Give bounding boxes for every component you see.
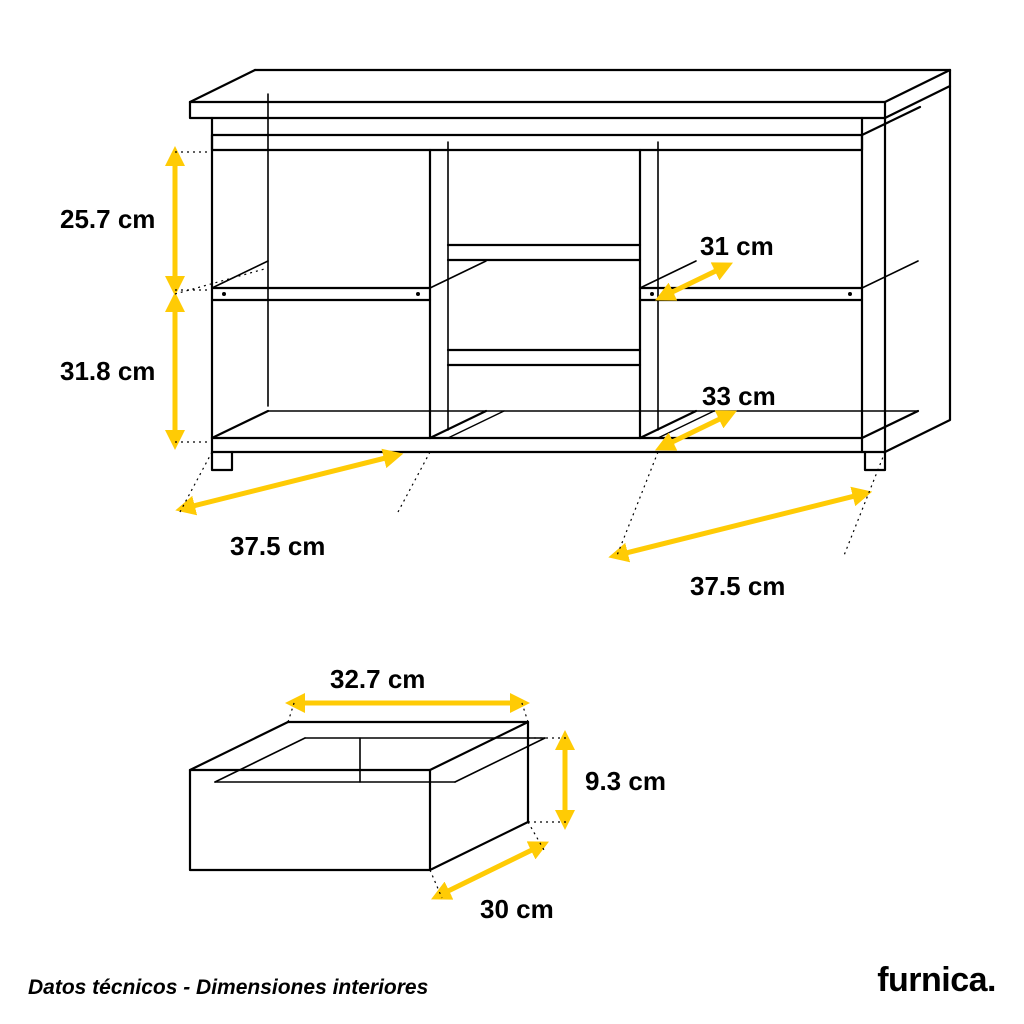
cabinet-drawing — [190, 70, 950, 470]
dim-drawer-w: 32.7 cm — [330, 664, 425, 694]
dim-h1: 25.7 cm — [60, 204, 155, 234]
dim-wleft: 37.5 cm — [230, 531, 325, 561]
drawer-drawing — [190, 722, 545, 870]
drawer-dimensions: 32.7 cm 9.3 cm 30 cm — [288, 664, 666, 924]
footer: Datos técnicos - Dimensiones interiores … — [28, 961, 996, 1000]
dim-h2: 31.8 cm — [60, 356, 155, 386]
caption-text: Datos técnicos - Dimensiones interiores — [28, 976, 428, 1000]
brand-logo: furnica. — [877, 961, 996, 1000]
dim-drawer-d: 30 cm — [480, 894, 554, 924]
dim-dbase: 33 cm — [702, 381, 776, 411]
cabinet-dimensions: 25.7 cm 31.8 cm 37.5 cm 37.5 cm 31 cm 33… — [60, 152, 885, 601]
diagram-canvas: 25.7 cm 31.8 cm 37.5 cm 37.5 cm 31 cm 33… — [0, 0, 1024, 1024]
dim-dshelf: 31 cm — [700, 231, 774, 261]
dim-drawer-h: 9.3 cm — [585, 766, 666, 796]
dim-wright: 37.5 cm — [690, 571, 785, 601]
